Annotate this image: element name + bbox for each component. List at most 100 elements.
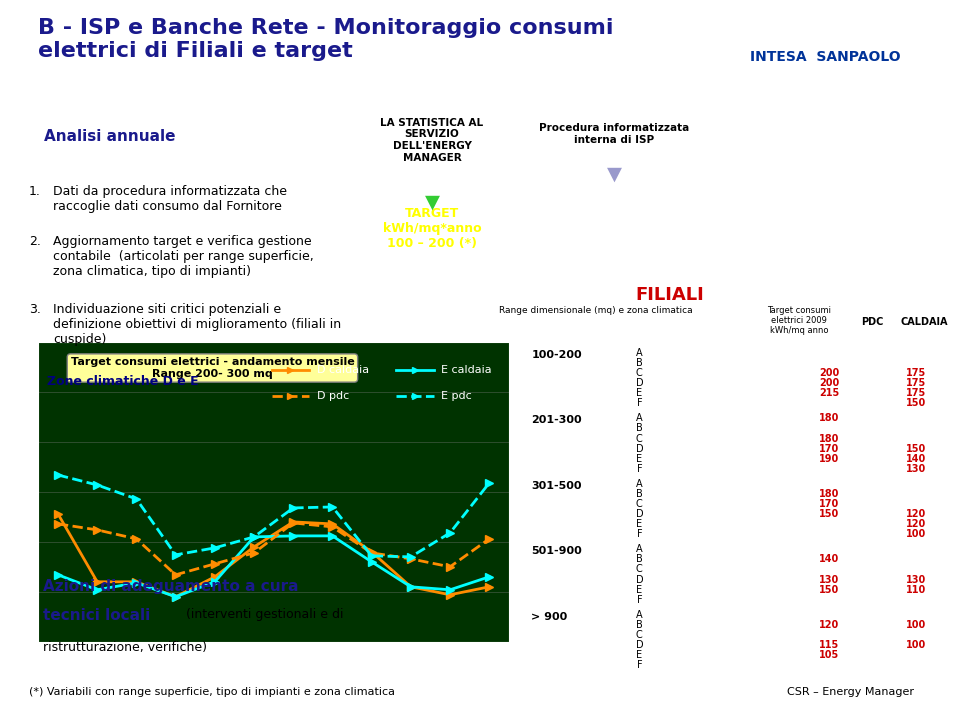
Text: E pdc: E pdc <box>442 391 472 401</box>
Text: B: B <box>636 489 643 499</box>
Text: Dati da procedura informatizzata che
raccoglie dati consumo dal Fornitore: Dati da procedura informatizzata che rac… <box>53 185 287 213</box>
Text: E caldaia: E caldaia <box>442 365 492 375</box>
Text: E: E <box>636 585 642 595</box>
Text: A: A <box>636 544 642 554</box>
Text: A: A <box>636 348 642 358</box>
Text: D: D <box>636 640 643 650</box>
Text: 140: 140 <box>905 453 926 463</box>
Text: B: B <box>636 358 643 368</box>
Text: 200: 200 <box>819 368 840 378</box>
Text: 175: 175 <box>905 388 926 399</box>
Text: E: E <box>636 519 642 529</box>
Text: 115: 115 <box>819 640 840 650</box>
Text: Analisi annuale: Analisi annuale <box>44 128 176 144</box>
Text: 190: 190 <box>819 453 840 463</box>
Text: (*) Variabili con range superficie, tipo di impianti e zona climatica: (*) Variabili con range superficie, tipo… <box>29 687 395 697</box>
Text: CALDAIA: CALDAIA <box>900 317 948 327</box>
Text: 120: 120 <box>905 519 926 529</box>
Text: D: D <box>636 509 643 519</box>
Text: ristrutturazione, verifiche): ristrutturazione, verifiche) <box>43 640 207 654</box>
Text: E: E <box>636 388 642 399</box>
Text: Range dimensionale (mq) e zona climatica: Range dimensionale (mq) e zona climatica <box>499 306 693 314</box>
Text: E: E <box>636 650 642 660</box>
Text: Aggiornamento target e verifica gestione
contabile  (articolati per range superf: Aggiornamento target e verifica gestione… <box>53 235 314 278</box>
Text: FILIALI: FILIALI <box>636 287 704 304</box>
Text: B - ISP e Banche Rete - Monitoraggio consumi
elettrici di Filiali e target: B - ISP e Banche Rete - Monitoraggio con… <box>38 18 613 61</box>
Text: A: A <box>636 610 642 620</box>
Text: 501-900: 501-900 <box>532 546 582 556</box>
Text: C: C <box>636 630 643 640</box>
Text: 200: 200 <box>819 378 840 388</box>
Text: B: B <box>636 555 643 565</box>
Text: 35%: 35% <box>670 257 696 267</box>
Text: 105: 105 <box>819 650 840 660</box>
Text: D: D <box>636 575 643 585</box>
Text: F: F <box>636 660 642 670</box>
Text: D caldaia: D caldaia <box>317 365 369 375</box>
Text: A: A <box>636 479 642 489</box>
Text: F: F <box>636 463 642 473</box>
Text: Target consumi
elettrici 2009
kWh/mq anno: Target consumi elettrici 2009 kWh/mq ann… <box>767 306 831 335</box>
Text: 180: 180 <box>819 414 840 424</box>
Text: F: F <box>636 595 642 605</box>
Text: 150: 150 <box>905 399 926 409</box>
Text: 201-300: 201-300 <box>532 415 582 426</box>
X-axis label: Mesi: Mesi <box>257 666 290 679</box>
Text: Macchine ufficio: Macchine ufficio <box>529 240 631 250</box>
Text: 150: 150 <box>905 443 926 453</box>
Text: SPESA  52,3 mln €/anno: SPESA 52,3 mln €/anno <box>536 187 703 200</box>
Text: D: D <box>636 443 643 453</box>
Y-axis label: kWh/mq*mese: kWh/mq*mese <box>2 453 12 530</box>
Text: B: B <box>636 424 643 434</box>
Text: Target consumi elettrici - andamento mensile
Range 200- 300 mq: Target consumi elettrici - andamento men… <box>71 357 354 379</box>
Text: 25%: 25% <box>670 224 696 234</box>
Text: PDC: PDC <box>861 317 884 327</box>
Text: (interventi gestionali e di: (interventi gestionali e di <box>182 607 344 621</box>
Text: CSR – Energy Manager: CSR – Energy Manager <box>787 687 914 697</box>
Text: 100: 100 <box>905 640 926 650</box>
Text: 180: 180 <box>819 489 840 499</box>
Text: LA STATISTICA AL
SERVIZIO
DELL'ENERGY
MANAGER: LA STATISTICA AL SERVIZIO DELL'ENERGY MA… <box>380 118 484 163</box>
Text: 3.: 3. <box>29 303 40 316</box>
Text: 301-500: 301-500 <box>532 481 582 491</box>
Text: D: D <box>636 378 643 388</box>
Text: Individuazione siti critici potenziali e
definizione obiettivi di miglioramento : Individuazione siti critici potenziali e… <box>53 303 341 346</box>
Text: F: F <box>636 399 642 409</box>
Text: 170: 170 <box>819 499 840 509</box>
Text: ▼: ▼ <box>607 165 622 184</box>
Text: 130: 130 <box>905 463 926 473</box>
Text: 130: 130 <box>819 575 840 585</box>
Text: E: E <box>636 453 642 463</box>
Text: 2.: 2. <box>29 235 40 248</box>
Text: 1.: 1. <box>29 185 40 198</box>
Text: C: C <box>636 368 643 378</box>
Text: 110: 110 <box>905 585 926 595</box>
Text: B: B <box>636 620 643 630</box>
Text: 130: 130 <box>905 575 926 585</box>
Text: 150: 150 <box>819 585 840 595</box>
Text: ▼: ▼ <box>424 193 440 212</box>
Text: 100-200: 100-200 <box>532 350 582 360</box>
Text: tecnici locali: tecnici locali <box>43 607 151 623</box>
Text: Zone climatiche D e E: Zone climatiche D e E <box>47 375 199 388</box>
Text: Procedura informatizzata
interna di ISP: Procedura informatizzata interna di ISP <box>540 123 689 145</box>
Text: C: C <box>636 434 643 443</box>
Text: 180: 180 <box>819 434 840 443</box>
Text: D pdc: D pdc <box>317 391 348 401</box>
Text: 140: 140 <box>819 555 840 565</box>
Text: INTESA  SANPAOLO: INTESA SANPAOLO <box>751 50 900 64</box>
Text: Illuminazione: Illuminazione <box>529 224 612 234</box>
Text: 120: 120 <box>819 620 840 630</box>
Text: 170: 170 <box>819 443 840 453</box>
Text: A: A <box>636 414 642 424</box>
Text: C: C <box>636 565 643 575</box>
Text: Climatizzazione: Climatizzazione <box>529 257 626 267</box>
Text: TARGET
kWh/mq*anno
100 – 200 (*): TARGET kWh/mq*anno 100 – 200 (*) <box>383 207 481 250</box>
Text: 40%: 40% <box>670 240 696 250</box>
Text: 175: 175 <box>905 378 926 388</box>
Text: Azioni di adeguamento a cura: Azioni di adeguamento a cura <box>43 579 299 594</box>
Text: F: F <box>636 529 642 539</box>
Text: 100: 100 <box>905 620 926 630</box>
Text: 150: 150 <box>819 509 840 519</box>
Text: 215: 215 <box>819 388 840 399</box>
